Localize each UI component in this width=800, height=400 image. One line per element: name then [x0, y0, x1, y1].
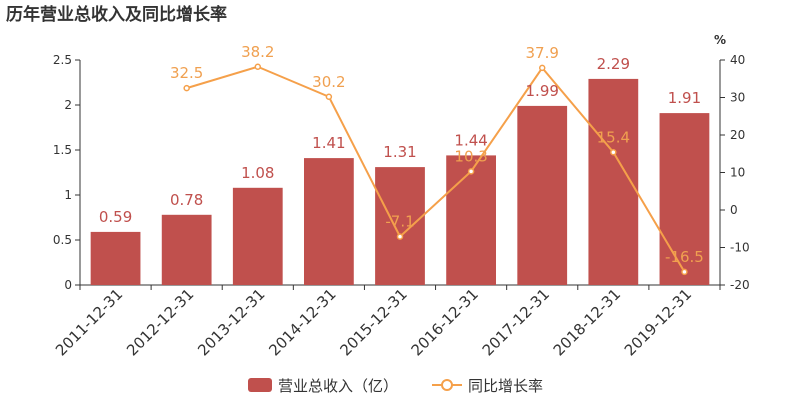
- growth-value-label: 10.3: [454, 147, 487, 165]
- left-tick-label: 2.5: [53, 53, 72, 67]
- growth-point[interactable]: [396, 233, 404, 240]
- legend-label-growth: 同比增长率: [468, 377, 543, 395]
- x-tick-label: 2019-12-31: [621, 285, 695, 359]
- growth-line: [186, 65, 686, 273]
- chart-title: 历年营业总收入及同比增长率: [6, 4, 227, 25]
- labels-group: 0.59 0.78 1.08 1.41 1.31 1.44 1.99 2.29 1.91 32.5…: [99, 43, 704, 266]
- x-tick-label: 2013-12-31: [194, 285, 268, 359]
- left-tick-label: 1: [64, 188, 72, 202]
- bar-value-label: 1.08: [241, 164, 274, 182]
- growth-point[interactable]: [325, 93, 333, 100]
- right-tick-label: 20: [730, 128, 745, 142]
- line-group: [183, 63, 688, 276]
- x-tick-label: 2015-12-31: [336, 285, 410, 359]
- left-tick-label: 1.5: [53, 143, 72, 157]
- legend[interactable]: 营业总收入（亿） 同比增长率: [248, 377, 543, 395]
- bar-revenue[interactable]: [446, 155, 496, 285]
- right-tick-label: 30: [730, 91, 745, 105]
- left-tick-label: 2: [64, 98, 72, 112]
- growth-value-label: 37.9: [526, 44, 559, 62]
- bar-revenue[interactable]: [659, 113, 710, 285]
- growth-value-label: 32.5: [170, 64, 203, 82]
- right-tick-label: 40: [730, 53, 745, 67]
- bar-revenue[interactable]: [304, 158, 354, 285]
- legend-swatch-revenue: [248, 378, 272, 392]
- bar-value-label: 0.78: [170, 191, 203, 209]
- right-tick-label: 0: [730, 203, 738, 217]
- growth-value-label: 15.4: [597, 128, 630, 146]
- growth-point[interactable]: [254, 63, 262, 70]
- bar-revenue[interactable]: [90, 231, 141, 285]
- x-tick-label: 2012-12-31: [123, 285, 197, 359]
- bar-value-label: 0.59: [99, 208, 132, 226]
- bar-revenue[interactable]: [517, 105, 568, 286]
- x-tick-label: 2011-12-31: [52, 285, 126, 359]
- bar-value-label: 1.99: [526, 82, 559, 100]
- x-tick-label: 2016-12-31: [408, 285, 482, 359]
- growth-value-label: -7.1: [385, 213, 414, 231]
- growth-value-label: 38.2: [241, 43, 274, 61]
- growth-point[interactable]: [538, 64, 546, 72]
- bar-value-label: 1.91: [668, 89, 701, 107]
- bar-value-label: 1.44: [454, 131, 487, 149]
- bar-value-label: 2.29: [597, 55, 630, 73]
- right-tick-label: -10: [730, 241, 750, 255]
- bar-value-label: 1.41: [312, 134, 345, 152]
- growth-value-label: 30.2: [312, 73, 345, 91]
- x-tick-label: 2017-12-31: [479, 285, 553, 359]
- growth-point[interactable]: [183, 84, 190, 92]
- bar-revenue[interactable]: [232, 187, 283, 285]
- growth-point[interactable]: [467, 168, 475, 175]
- growth-value-label: -16.5: [665, 248, 704, 266]
- right-tick-label: -20: [730, 278, 750, 292]
- growth-point[interactable]: [610, 149, 617, 156]
- growth-point[interactable]: [681, 268, 688, 276]
- legend-marker-growth: [441, 379, 453, 391]
- left-tick-label: 0.5: [53, 233, 72, 247]
- bars-group: [90, 78, 710, 286]
- bar-value-label: 1.31: [383, 143, 416, 161]
- legend-label-revenue: 营业总收入（亿）: [278, 377, 398, 395]
- bar-revenue[interactable]: [375, 167, 425, 285]
- x-tick-label: 2018-12-31: [550, 285, 624, 359]
- left-tick-label: 0: [64, 278, 72, 292]
- right-tick-label: 10: [730, 166, 745, 180]
- bar-revenue[interactable]: [161, 214, 212, 285]
- x-tick-label: 2014-12-31: [265, 285, 339, 359]
- right-axis-unit: %: [714, 33, 726, 47]
